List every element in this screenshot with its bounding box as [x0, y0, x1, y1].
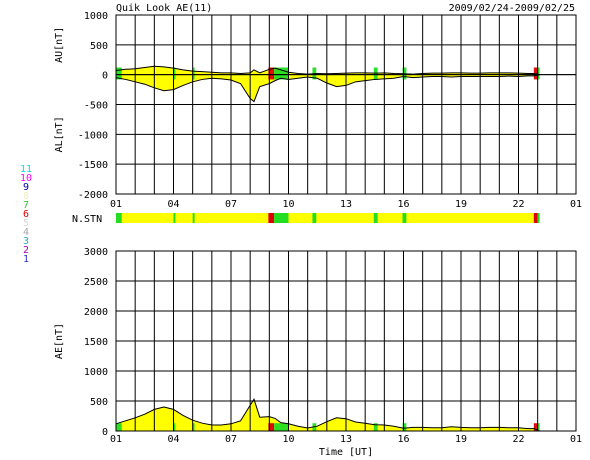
- station-bar-segment: [274, 213, 289, 223]
- x-tick-label: 13: [340, 199, 352, 210]
- au-al-station-band: [274, 67, 289, 80]
- x-tick-label: 16: [397, 434, 409, 445]
- x-tick-label: 07: [225, 199, 237, 210]
- al-area: [116, 74, 540, 102]
- y-tick-label: 500: [90, 397, 108, 408]
- y-tick-label: 1500: [84, 337, 108, 348]
- station-count-label: N.STN: [72, 214, 102, 225]
- y-tick-label: 0: [102, 71, 108, 82]
- x-tick-label: 19: [455, 434, 467, 445]
- ae-area: [116, 399, 540, 431]
- y-tick-label: 3000: [84, 247, 108, 258]
- station-bar-segment: [192, 213, 195, 223]
- ae-station-band: [173, 423, 176, 431]
- ae-station-band: [116, 423, 122, 431]
- station-bar-segment: [373, 213, 378, 223]
- x-tick-label: 01: [110, 199, 122, 210]
- y-tick-label: 1000: [84, 11, 108, 22]
- y-tick-label: -1000: [78, 130, 108, 141]
- x-tick-label: 19: [455, 199, 467, 210]
- ae-station-band: [192, 423, 195, 431]
- date-range: 2009/02/24-2009/02/25: [449, 3, 575, 14]
- station-bar-segment: [116, 213, 122, 223]
- station-bar-base: [116, 213, 540, 223]
- y-tick-label: 2500: [84, 277, 108, 288]
- x-axis-label: Time [UT]: [319, 447, 373, 458]
- station-bar-segment: [402, 213, 407, 223]
- x-tick-label: 22: [512, 199, 524, 210]
- au-al-station-band: [116, 67, 122, 80]
- chart-title: Quik Look AE(11): [116, 3, 212, 14]
- x-tick-label: 01: [570, 434, 582, 445]
- y-tick-label: 2000: [84, 307, 108, 318]
- y-tick-label: -1500: [78, 160, 108, 171]
- y-tick-label: 0: [102, 427, 108, 438]
- au-al-station-band: [537, 67, 540, 80]
- x-tick-label: 22: [512, 434, 524, 445]
- legend-level-8: 8: [23, 191, 29, 202]
- au-area: [116, 66, 540, 75]
- ae-axis-label: AE[nT]: [54, 323, 65, 359]
- station-count-bar: [116, 213, 540, 223]
- x-tick-label: 13: [340, 434, 352, 445]
- x-tick-label: 10: [282, 199, 294, 210]
- legend-level-2: 2: [23, 245, 29, 256]
- legend-level-10: 10: [20, 173, 32, 184]
- ae-panel: 3000 2500 2000 1500 1000 500 0 AE[nT] 01 04 07 10 13…: [54, 247, 582, 445]
- ae-station-band: [373, 423, 378, 431]
- ae-station-band: [402, 423, 407, 431]
- au-line: [115, 65, 540, 76]
- ae-station-band: [268, 423, 275, 431]
- y-tick-label: -2000: [78, 190, 108, 201]
- x-tick-label: 01: [110, 434, 122, 445]
- x-tick-label: 04: [167, 199, 179, 210]
- legend-level-5: 5: [23, 218, 29, 229]
- au-al-station-band: [192, 67, 195, 80]
- y-tick-label: 1000: [84, 367, 108, 378]
- legend-level-6: 6: [23, 209, 29, 220]
- legend-level-3: 3: [23, 236, 29, 247]
- station-bar-segment: [533, 213, 538, 223]
- legend-level-4: 4: [23, 227, 29, 238]
- x-tick-label: 07: [225, 434, 237, 445]
- ae-station-band: [537, 423, 540, 431]
- station-bar-segment: [173, 213, 176, 223]
- plot-frame: [115, 250, 577, 432]
- ae-station-band: [274, 423, 289, 431]
- x-tick-label: 16: [397, 199, 409, 210]
- legend-level-11: 11: [20, 164, 32, 175]
- x-tick-label: 01: [570, 199, 582, 210]
- x-tick-label: 10: [282, 434, 294, 445]
- au-al-panel: 1000 500 0 -500 -1000 -1500 -2000 AU[nT] AL[nT] 0…: [54, 11, 582, 210]
- station-bar-segment: [537, 213, 540, 223]
- plot-frame: [115, 14, 577, 195]
- x-tick-label: 04: [167, 434, 179, 445]
- y-tick-label: -500: [84, 101, 108, 112]
- au-al-station-band: [268, 67, 275, 80]
- au-al-station-band: [173, 67, 176, 80]
- legend-level-7: 7: [23, 200, 29, 211]
- legend-level-1: 1: [23, 254, 29, 265]
- station-bar-segment: [312, 213, 317, 223]
- al-axis-label: AL[nT]: [54, 116, 65, 152]
- au-axis-label: AU[nT]: [54, 27, 65, 63]
- y-tick-label: 500: [90, 41, 108, 52]
- station-bar-segment: [268, 213, 275, 223]
- al-line: [115, 74, 540, 103]
- legend-level-9: 9: [23, 182, 29, 193]
- ae-station-band: [533, 423, 538, 431]
- ae-line: [115, 398, 540, 432]
